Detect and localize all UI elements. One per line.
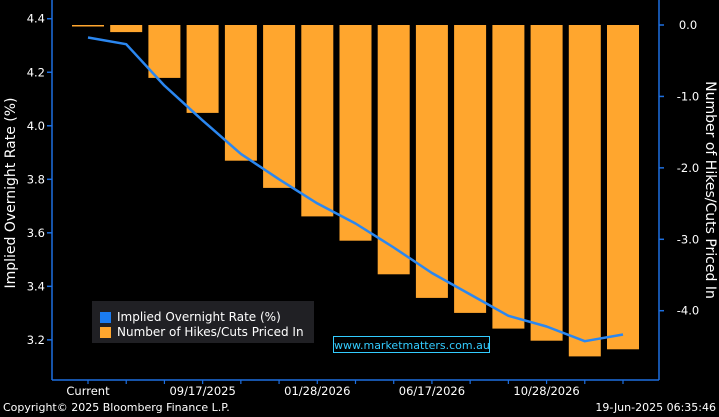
right-tick-label-0: 0.0 (679, 18, 697, 32)
x-axis-ticks: Current 09/17/2025 01/28/2026 06/17/2026 10/… (66, 380, 624, 398)
legend-label-hikes-cuts: Number of Hikes/Cuts Priced In (117, 325, 304, 339)
left-tick-label-2: 3.6 (27, 226, 45, 240)
x-tick-label-3: 06/17/2026 (399, 384, 465, 398)
legend-item-hikes-cuts: Number of Hikes/Cuts Priced In (100, 325, 304, 339)
legend-label-rate: Implied Overnight Rate (%) (117, 310, 281, 324)
bar-6 (301, 25, 334, 217)
left-tick-label-4: 4.0 (27, 119, 45, 133)
x-tick-label-4: 10/28/2026 (513, 384, 579, 398)
left-tick-label-5: 4.2 (27, 65, 45, 79)
left-tick-label-6: 4.4 (27, 12, 45, 26)
right-tick-label-1: -1.0 (677, 89, 699, 103)
bar-7 (339, 25, 372, 241)
bar-series (72, 25, 639, 357)
left-tick-label-0: 3.2 (27, 333, 45, 347)
bar-12 (530, 25, 563, 341)
right-tick-label-3: -3.0 (677, 232, 699, 246)
right-axis-ticks: 0.0 -1.0 -2.0 -3.0 -4.0 (659, 18, 699, 318)
bar-9 (415, 25, 448, 298)
legend-swatch-rate (100, 311, 111, 323)
bar-3 (186, 25, 219, 113)
bar-1 (110, 25, 143, 33)
x-tick-label-1: 09/17/2025 (169, 384, 235, 398)
line-series (87, 36, 624, 343)
left-axis-title: Implied Overnight Rate (%) (3, 97, 19, 288)
bar-5 (263, 25, 296, 188)
bar-13 (568, 25, 601, 357)
bar-2 (148, 25, 181, 78)
right-axis-title: Number of Hikes/Cuts Priced In (702, 81, 718, 299)
left-axis-ticks: 3.2 3.4 3.6 3.8 4.0 4.2 4.4 (27, 12, 52, 347)
bar-4 (224, 25, 257, 161)
bar-10 (454, 25, 487, 313)
bar-11 (492, 25, 525, 329)
bar-14 (607, 25, 639, 350)
bar-0 (72, 25, 104, 27)
footer-copyright: Copyright© 2025 Bloomberg Finance L.P. (3, 401, 230, 414)
footer-timestamp: 19-Jun-2025 06:35:46 (595, 401, 716, 414)
watermark-link[interactable]: www.marketmatters.com.au (333, 336, 490, 353)
right-tick-label-4: -4.0 (677, 304, 699, 318)
legend: Implied Overnight Rate (%) Number of Hik… (92, 301, 314, 343)
bar-8 (377, 25, 410, 275)
right-tick-label-2: -2.0 (677, 161, 699, 175)
legend-item-rate: Implied Overnight Rate (%) (100, 310, 281, 324)
legend-swatch-hikes-cuts (100, 326, 111, 338)
x-tick-label-0: Current (66, 384, 110, 398)
left-tick-label-1: 3.4 (27, 279, 45, 293)
left-tick-label-3: 3.8 (27, 172, 45, 186)
x-tick-label-2: 01/28/2026 (284, 384, 350, 398)
